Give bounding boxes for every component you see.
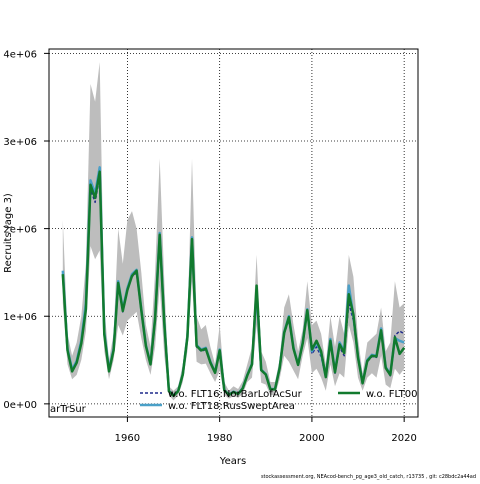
x-tick-label: 1960 — [115, 433, 140, 444]
y-tick-label: 1e+06 — [3, 312, 37, 323]
plot-frame — [48, 48, 419, 418]
x-tick-label: 2020 — [391, 433, 416, 444]
footnote: stockassessment.org, NEAcod-bench_pg_age… — [261, 474, 476, 480]
series-layer — [61, 166, 406, 398]
legend-label-fragment: arTrSur — [50, 404, 87, 415]
legend-label-w-o-flt16-norbarlofacsur: w.o. FLT16:NorBarLofAcSur — [168, 389, 303, 400]
series-line-w-o-flt00 — [61, 170, 406, 398]
y-tick-label: 2e+06 — [3, 225, 37, 236]
y-axis-title: Recruits (age 3) — [3, 193, 14, 273]
y-tick-label: 4e+06 — [3, 49, 37, 60]
legend-label-w-o-flt18-russweptarea: w.o. FLT18:RusSweptArea — [168, 401, 295, 412]
confidence-band — [62, 62, 405, 401]
x-axis-title: Years — [219, 456, 246, 467]
tick-layer: 1960 1980 2000 2020 0e+00 1e+06 2e+06 3e+06 4e+0… — [3, 49, 417, 444]
x-tick-label: 2000 — [299, 433, 324, 444]
legend-label-w-o-flt00: w.o. FLT00 — [366, 389, 418, 400]
band-layer — [62, 62, 405, 401]
y-tick-label: 0e+00 — [3, 400, 37, 411]
y-tick-label: 3e+06 — [3, 137, 37, 148]
x-tick-label: 1980 — [207, 433, 232, 444]
